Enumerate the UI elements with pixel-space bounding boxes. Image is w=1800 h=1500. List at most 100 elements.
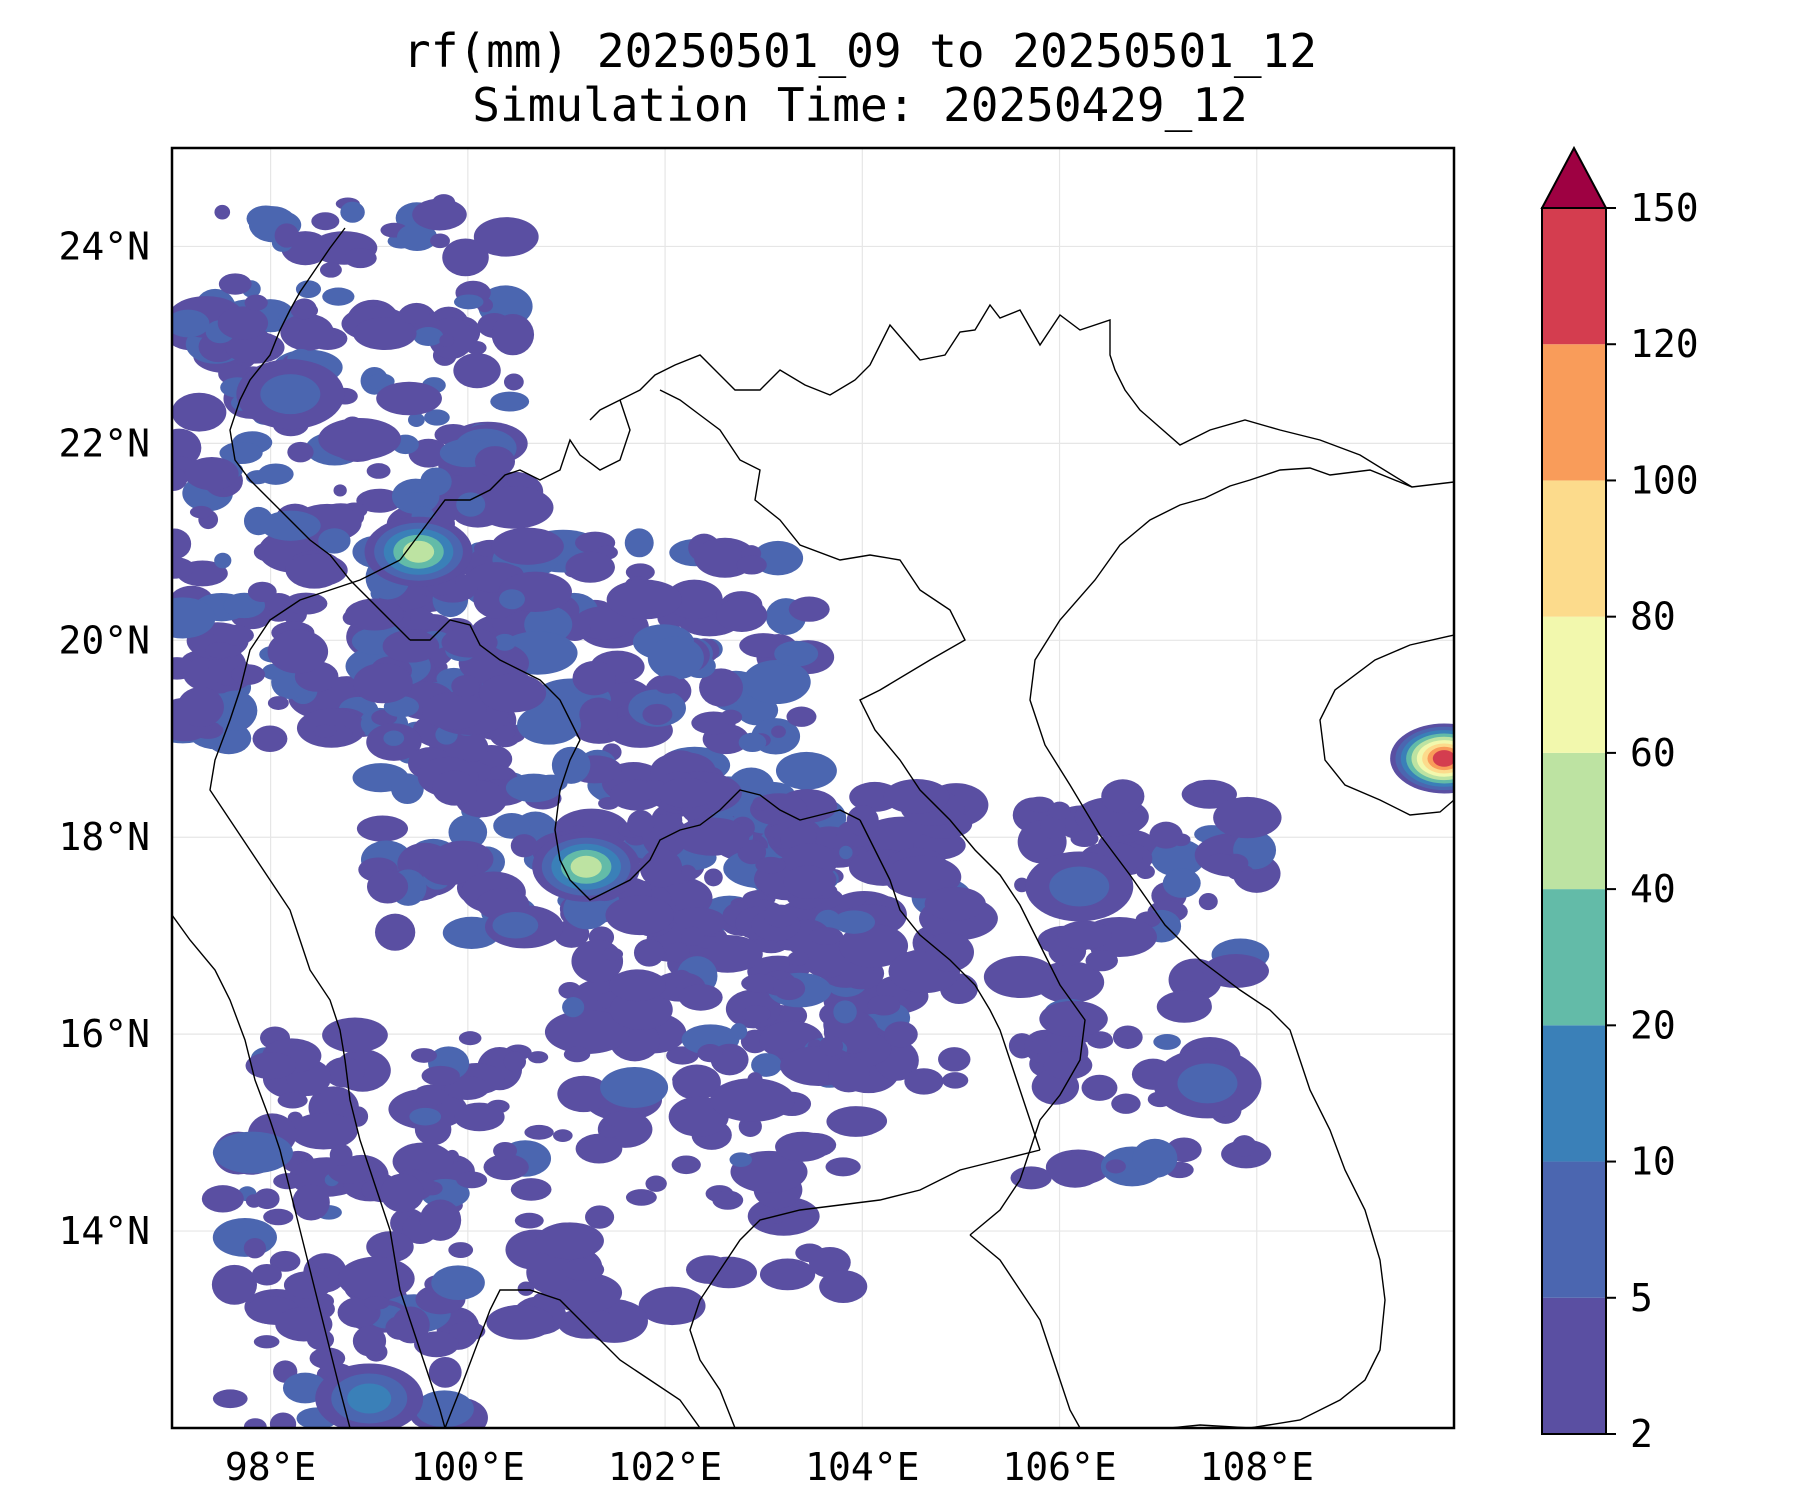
colorbar-segment — [1542, 1161, 1606, 1298]
rain-cell — [382, 629, 440, 663]
rain-cell — [353, 317, 417, 351]
rain-cell — [212, 690, 258, 731]
rain-cell — [172, 392, 227, 432]
border-laos-thailand — [859, 819, 1041, 1151]
rain-cell — [453, 353, 501, 389]
rain-cell — [342, 416, 363, 433]
x-tick-label: 104°E — [805, 1445, 919, 1489]
colorbar-segment — [1542, 752, 1606, 890]
rain-cell — [338, 1256, 415, 1301]
rain-cell — [478, 673, 547, 713]
rain-cell — [503, 1051, 527, 1072]
x-tick-label: 100°E — [411, 1445, 525, 1489]
rain-cell — [1162, 868, 1201, 898]
rain-cell — [839, 845, 853, 860]
rain-cell — [269, 1250, 301, 1272]
rain-cell — [499, 589, 525, 610]
rain-cell — [211, 1264, 258, 1305]
rain-cell — [311, 1293, 335, 1310]
colorbar-tick-label: 80 — [1630, 595, 1676, 639]
rain-cell — [786, 706, 817, 727]
rain-cell — [456, 492, 486, 517]
rain-cell — [322, 1017, 388, 1053]
rain-cell — [376, 381, 442, 416]
rain-cell — [1188, 780, 1214, 804]
rain-cell — [904, 1068, 944, 1095]
rain-cell — [503, 373, 524, 391]
rain-cell — [277, 1092, 308, 1109]
rain-cell — [280, 313, 334, 351]
rain-cell — [486, 1304, 555, 1340]
rain-cell — [492, 912, 539, 939]
rain-cell — [490, 391, 530, 412]
rain-cell — [846, 805, 879, 837]
rain-cell — [1202, 954, 1269, 988]
rain-region-central-highlands — [1177, 1063, 1238, 1104]
rain-cell — [562, 997, 585, 1018]
rain-cell — [551, 746, 591, 784]
rain-cell — [287, 441, 314, 463]
rain-cell — [285, 553, 348, 587]
rain-cell — [838, 924, 909, 968]
rain-cell — [172, 528, 192, 560]
colorbar-segment — [1542, 208, 1606, 345]
rain-cell — [491, 527, 564, 565]
rain-cell — [414, 1331, 459, 1358]
rain-cell — [441, 627, 498, 658]
rain-cell — [251, 1263, 282, 1286]
map-title: rf(mm) 20250501_09 to 20250501_12 — [403, 24, 1317, 78]
rain-cell — [730, 1023, 748, 1040]
rain-cell — [257, 463, 294, 485]
rain-cell — [385, 1315, 416, 1340]
rain-cell — [1048, 1155, 1102, 1188]
rain-cell — [562, 1258, 605, 1281]
rain-cell — [602, 947, 624, 961]
border-thailand-myanmar — [209, 559, 446, 1428]
coastline-andaman — [172, 914, 351, 1428]
rain-cell — [645, 1175, 667, 1192]
colorbar-tick-label: 150 — [1630, 186, 1699, 230]
rain-cell — [752, 796, 768, 811]
rain-cell — [666, 1046, 699, 1065]
rain-cell — [517, 1281, 535, 1296]
rain-cell — [751, 1053, 782, 1077]
y-axis-ticks: 24°N 22°N 20°N 18°N 16°N 14°N — [58, 224, 150, 1253]
rain-cell — [409, 1107, 442, 1126]
rain-cell — [356, 815, 409, 842]
rain-cell — [672, 1064, 721, 1101]
rain-cell — [243, 1237, 266, 1259]
rain-cell — [819, 1035, 844, 1057]
colorbar-tick-label: 60 — [1630, 731, 1676, 775]
rain-cell — [172, 309, 210, 338]
rain-cell — [353, 662, 413, 704]
rain-cell — [254, 1188, 280, 1210]
rain-cell — [408, 412, 425, 427]
rain-cell — [493, 633, 517, 651]
rain-cell — [1132, 1138, 1178, 1178]
colorbar-tick-label: 20 — [1630, 1003, 1676, 1047]
rain-cell — [1153, 1033, 1181, 1050]
rain-cell — [1232, 1135, 1257, 1157]
rain-cell — [306, 1329, 335, 1351]
colorbar-tick-label: 5 — [1630, 1276, 1653, 1320]
rain-cell — [367, 373, 395, 390]
rain-region-northern-laos — [570, 855, 602, 878]
rain-cell — [493, 812, 531, 839]
rain-cell — [243, 1418, 267, 1428]
rain-cell — [323, 1057, 365, 1088]
rain-cell — [510, 1178, 552, 1201]
rain-cell — [1029, 1039, 1051, 1054]
rain-cell — [413, 327, 444, 346]
rain-cell — [625, 563, 655, 581]
rain-cell — [414, 1390, 474, 1428]
colorbar-segment — [1542, 1297, 1606, 1434]
rain-cell — [413, 1084, 449, 1106]
rain-cell — [212, 1389, 248, 1409]
rain-cell — [867, 995, 901, 1016]
rain-cell — [638, 1286, 706, 1326]
rain-cell — [412, 198, 467, 231]
border-myanmar-china — [229, 227, 411, 641]
rain-cell — [575, 1133, 623, 1164]
border-laos-vietnam — [659, 389, 1086, 1236]
colorbar-extend-arrow — [1540, 145, 1608, 209]
